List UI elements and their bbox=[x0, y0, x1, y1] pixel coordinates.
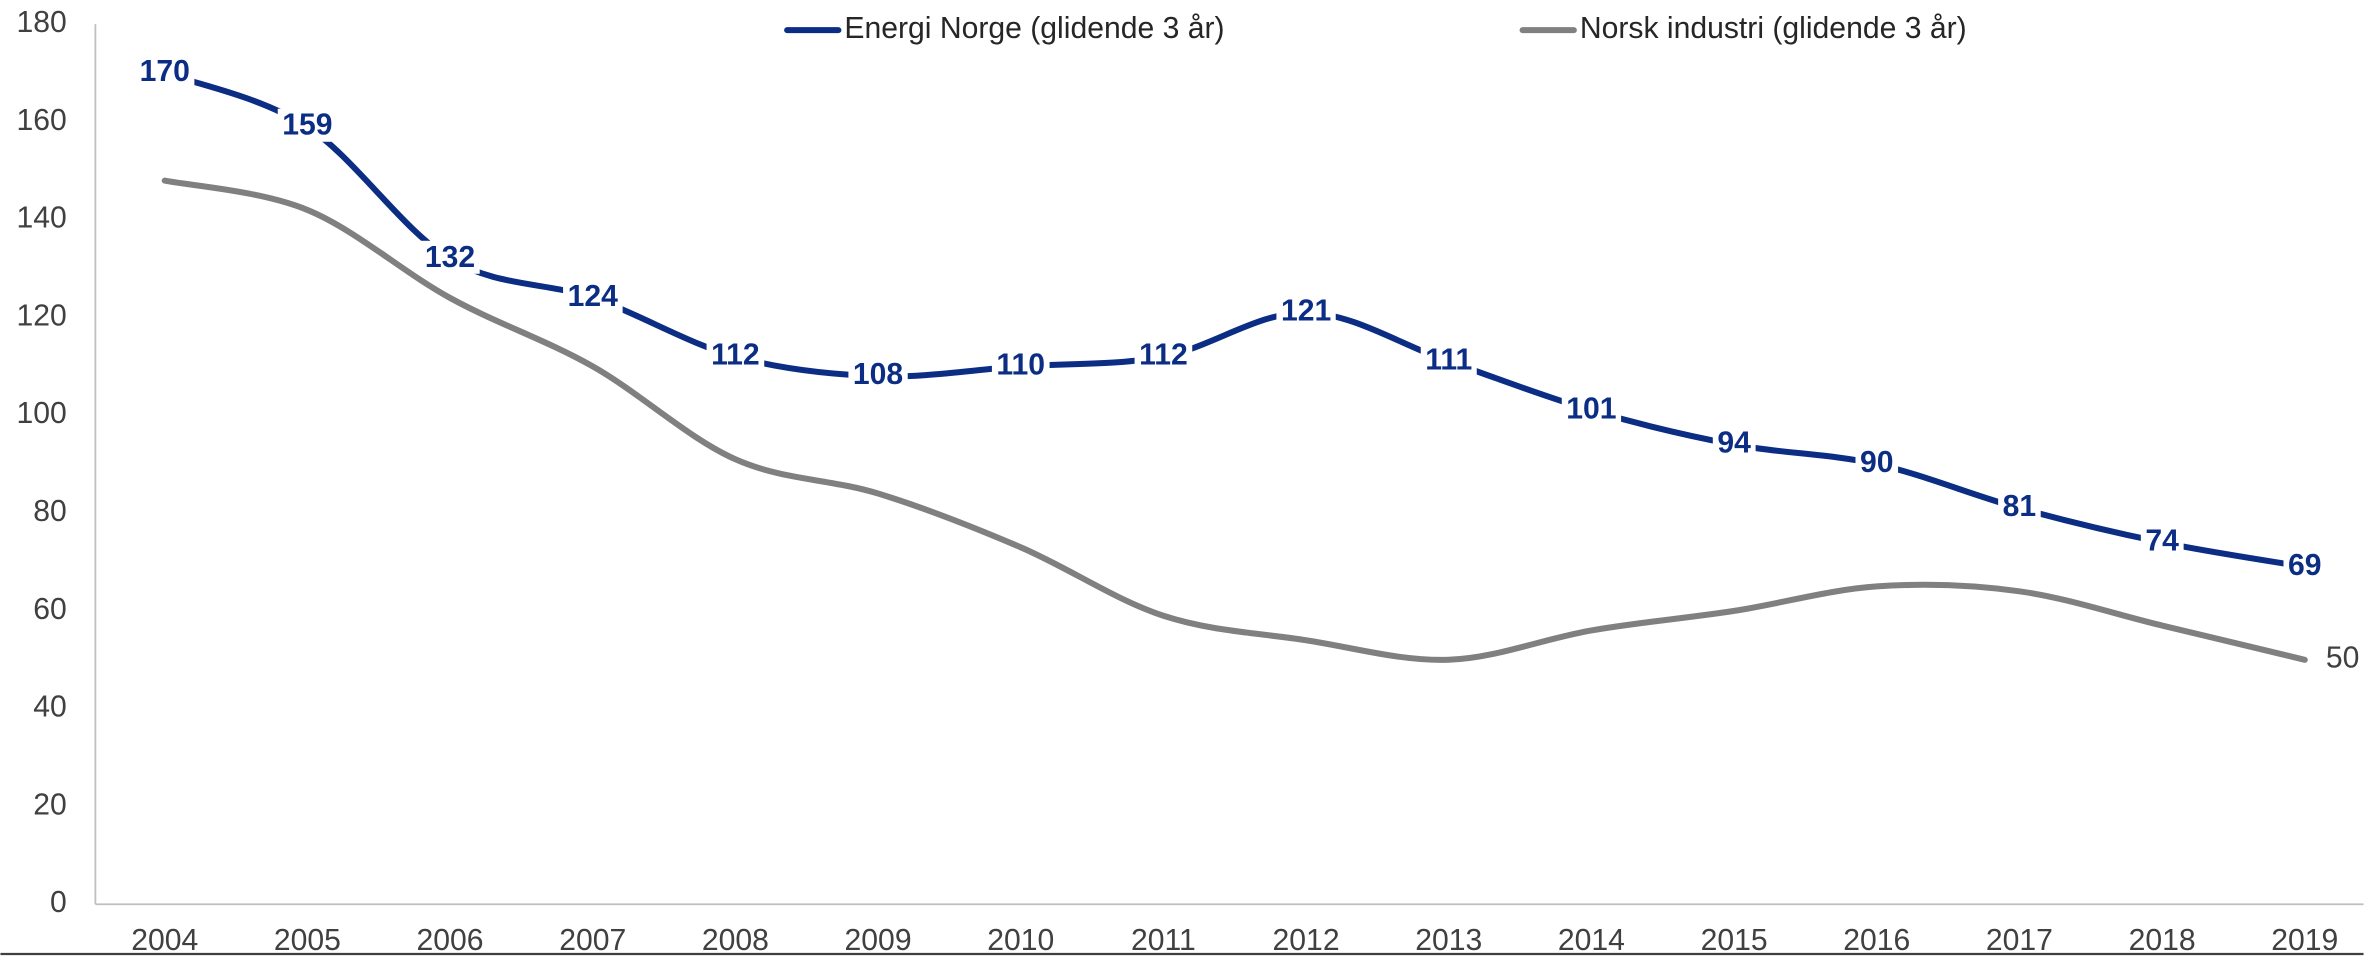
y-tick-label: 100 bbox=[16, 397, 66, 430]
legend-label: Norsk industri (glidende 3 år) bbox=[1580, 12, 1967, 45]
x-tick-label: 2007 bbox=[559, 924, 626, 957]
data-label-bg bbox=[2140, 524, 2184, 558]
data-label: 74 bbox=[2145, 524, 2179, 557]
data-label: 94 bbox=[1717, 427, 1751, 460]
x-tick-label: 2019 bbox=[2271, 924, 2338, 957]
data-label: 101 bbox=[1566, 392, 1616, 425]
data-label: 81 bbox=[2003, 490, 2037, 523]
data-label-bg bbox=[563, 279, 623, 313]
x-tick-label: 2008 bbox=[702, 924, 769, 957]
x-tick-label: 2004 bbox=[131, 924, 198, 957]
data-label-bg bbox=[1420, 343, 1477, 377]
data-label-bg bbox=[277, 108, 338, 142]
data-label-group: 81 bbox=[1998, 490, 2041, 524]
data-label: 90 bbox=[1860, 446, 1894, 479]
x-tick-label: 2005 bbox=[274, 924, 341, 957]
data-label-bg bbox=[135, 54, 195, 88]
x-tick-label: 2015 bbox=[1701, 924, 1768, 957]
data-label: 69 bbox=[2288, 549, 2322, 582]
data-label-group: 108 bbox=[848, 358, 908, 392]
data-label-group: 69 bbox=[2283, 548, 2327, 582]
data-label: 121 bbox=[1281, 295, 1331, 328]
data-label-group: 74 bbox=[2140, 524, 2184, 558]
y-tick-label: 140 bbox=[16, 202, 66, 235]
x-tick-label: 2006 bbox=[417, 924, 484, 957]
data-label-group: 50 bbox=[2326, 642, 2360, 675]
data-label-group: 159 bbox=[277, 108, 338, 142]
data-label-bg bbox=[1134, 338, 1193, 372]
data-label-group: 124 bbox=[563, 279, 623, 313]
x-tick-label: 2009 bbox=[845, 924, 912, 957]
data-label-group: 132 bbox=[420, 240, 480, 274]
data-label-bg bbox=[420, 240, 480, 274]
legend-label: Energi Norge (glidende 3 år) bbox=[844, 12, 1224, 45]
x-tick-label: 2014 bbox=[1558, 924, 1625, 957]
x-tick-label: 2018 bbox=[2129, 924, 2196, 957]
series-line bbox=[161, 69, 2308, 570]
y-tick-label: 0 bbox=[50, 886, 67, 919]
data-label-bg bbox=[1561, 392, 1622, 426]
x-tick-label: 2012 bbox=[1273, 924, 1340, 957]
data-label: 124 bbox=[568, 280, 619, 313]
data-label: 110 bbox=[996, 348, 1045, 381]
y-tick-label: 60 bbox=[33, 593, 67, 626]
data-label: 50 bbox=[2326, 642, 2360, 675]
y-tick-label: 120 bbox=[16, 299, 66, 332]
data-label-bg bbox=[2283, 548, 2327, 582]
y-tick-label: 180 bbox=[16, 6, 66, 39]
x-tick-label: 2011 bbox=[1131, 924, 1196, 957]
y-tick-label: 40 bbox=[33, 691, 67, 724]
y-tick-label: 160 bbox=[16, 104, 66, 137]
data-label: 111 bbox=[1425, 343, 1472, 376]
data-label: 112 bbox=[711, 339, 760, 372]
series-line bbox=[161, 177, 2308, 663]
data-label-group: 94 bbox=[1712, 426, 1756, 460]
data-label-bg bbox=[848, 358, 908, 392]
data-label-bg bbox=[1276, 294, 1336, 328]
data-label-group: 112 bbox=[1134, 338, 1193, 372]
data-label: 108 bbox=[853, 358, 903, 391]
y-tick-label: 80 bbox=[33, 495, 67, 528]
data-label-group: 121 bbox=[1276, 294, 1336, 328]
x-tick-label: 2013 bbox=[1415, 924, 1482, 957]
data-label-group: 111 bbox=[1420, 343, 1477, 377]
data-label-bg bbox=[706, 338, 765, 372]
x-tick-label: 2010 bbox=[987, 924, 1054, 957]
data-label-group: 101 bbox=[1561, 392, 1622, 426]
data-label-bg bbox=[991, 348, 1050, 382]
x-tick-label: 2016 bbox=[1843, 924, 1910, 957]
data-label-group: 170 bbox=[135, 54, 195, 88]
data-label: 132 bbox=[425, 241, 475, 274]
data-label: 112 bbox=[1139, 339, 1188, 372]
data-label-bg bbox=[1855, 446, 1899, 480]
y-tick-label: 20 bbox=[33, 788, 67, 821]
data-label-group: 112 bbox=[706, 338, 765, 372]
data-label-group: 90 bbox=[1855, 446, 1899, 480]
data-label: 170 bbox=[140, 55, 190, 88]
data-label-bg bbox=[1712, 426, 1756, 460]
x-tick-label: 2017 bbox=[1986, 924, 2053, 957]
data-label: 159 bbox=[282, 109, 332, 142]
data-label-bg bbox=[1998, 490, 2041, 524]
data-label-group: 110 bbox=[991, 348, 1050, 382]
